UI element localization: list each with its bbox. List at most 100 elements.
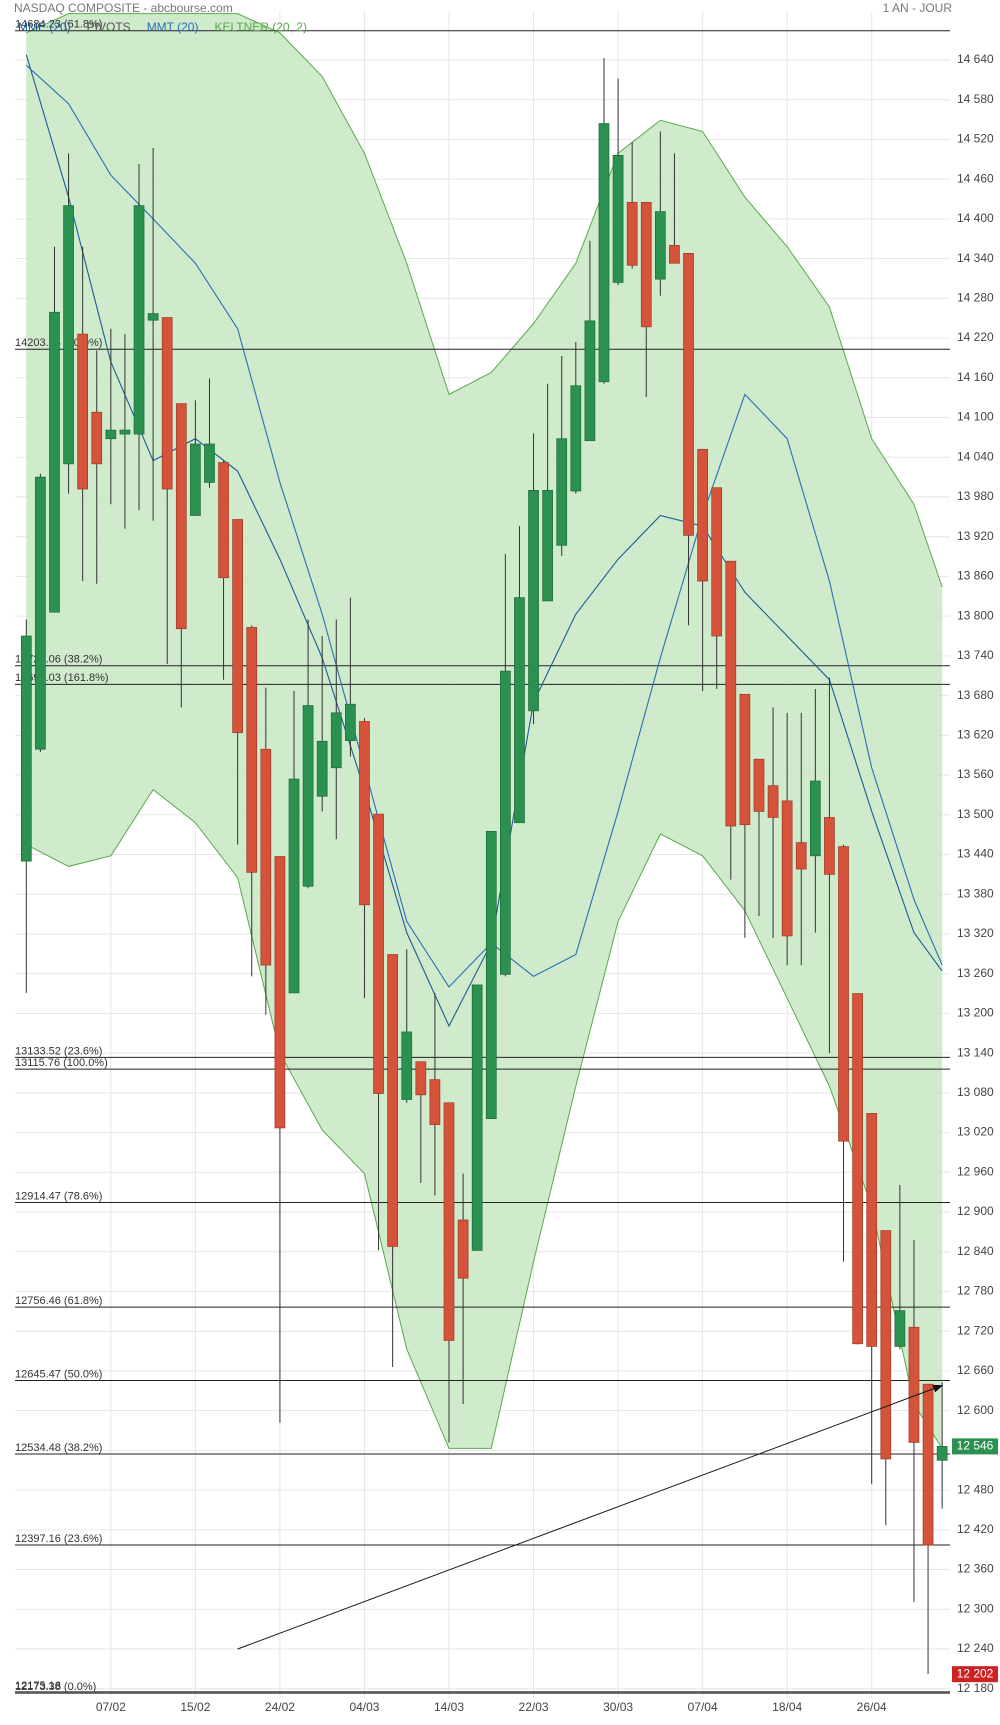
candle-body	[133, 205, 145, 435]
y-tick-label: 12 780	[957, 1284, 994, 1298]
y-tick-label: 12 900	[957, 1204, 994, 1218]
candle-body	[612, 154, 624, 283]
candle-body	[725, 560, 737, 827]
y-tick-label: 14 280	[957, 291, 994, 305]
y-tick-label: 13 140	[957, 1045, 994, 1059]
y-tick-label: 12 360	[957, 1562, 994, 1576]
y-tick-label: 13 620	[957, 727, 994, 741]
keltner-band	[26, 13, 943, 1449]
x-tick-label: 26/04	[857, 1700, 887, 1714]
y-tick-label: 14 460	[957, 171, 994, 185]
candle-body	[894, 1310, 906, 1347]
candle-body	[852, 993, 863, 1345]
candle-body	[373, 813, 384, 1094]
candle-body	[63, 205, 74, 465]
y-tick-label: 13 860	[957, 569, 994, 583]
pivot-label: 12645.47 (50.0%)	[15, 1368, 102, 1380]
candle-body	[147, 313, 159, 321]
y-tick-label: 13 260	[957, 966, 994, 980]
candle-body	[880, 1230, 892, 1460]
candle-body	[77, 333, 89, 490]
candle-body	[654, 211, 666, 280]
price-tag	[952, 1666, 998, 1683]
y-tick-label: 12 300	[957, 1601, 994, 1615]
y-tick-label: 13 560	[957, 767, 994, 781]
candle-body	[570, 385, 582, 492]
period: 1 AN - JOUR	[883, 1, 953, 15]
candle-body	[232, 519, 243, 734]
candle-body	[274, 856, 286, 1129]
y-tick-label: 14 640	[957, 52, 994, 66]
candle-body	[119, 429, 131, 435]
y-tick-label: 14 100	[957, 410, 994, 424]
y-tick-label: 12 960	[957, 1164, 994, 1178]
candle-body	[246, 627, 258, 873]
candle-body	[288, 778, 300, 994]
pivot-label: 13133.52 (23.6%)	[15, 1045, 102, 1057]
price-tag-label: 12 202	[957, 1666, 994, 1680]
pivot-label: 12914.47 (78.6%)	[15, 1190, 102, 1202]
y-tick-label: 13 200	[957, 1006, 994, 1020]
y-tick-label: 13 800	[957, 608, 994, 622]
legend-entry: KELTNER (20, 2)	[214, 20, 306, 34]
x-tick-label: 24/02	[265, 1700, 295, 1714]
x-tick-label: 04/03	[349, 1700, 379, 1714]
candle-body	[936, 1446, 948, 1461]
y-tick-label: 12 420	[957, 1522, 994, 1536]
candle-body	[20, 635, 32, 862]
candle-body	[683, 252, 694, 536]
y-tick-label: 13 440	[957, 847, 994, 861]
candle-body	[781, 800, 793, 937]
candle-body	[838, 846, 849, 1142]
y-tick-label: 14 580	[957, 92, 994, 106]
candle-body	[528, 490, 539, 712]
x-tick-label: 30/03	[603, 1700, 633, 1714]
y-tick-label: 13 980	[957, 489, 994, 503]
candle-body	[697, 448, 708, 582]
keltner-upper	[26, 13, 943, 588]
candle-body	[175, 403, 187, 630]
y-tick-label: 13 500	[957, 807, 994, 821]
trendline	[237, 1384, 944, 1650]
candle-body	[485, 830, 497, 1120]
candle-body	[359, 721, 370, 906]
candle-body	[795, 842, 807, 870]
pivot-label: 12175.16	[15, 1680, 61, 1692]
candle-body	[204, 443, 215, 483]
candle-body	[500, 670, 511, 975]
y-tick-label: 14 040	[957, 449, 994, 463]
x-tick-label: 22/03	[519, 1700, 549, 1714]
x-tick-label: 07/04	[688, 1700, 718, 1714]
legend-entry: MME (20)	[18, 20, 71, 34]
candle-body	[190, 443, 201, 516]
candle-body	[302, 705, 314, 887]
candle-body	[443, 1102, 455, 1341]
candle-body	[824, 817, 835, 875]
chart-title: NASDAQ COMPOSITE - abcbourse.com	[14, 1, 233, 15]
y-tick-label: 13 320	[957, 926, 994, 940]
candle-body	[640, 201, 652, 328]
candle-body	[669, 245, 680, 264]
pivot-label: 12173.38 (0.0%)	[15, 1681, 96, 1693]
plot: 12 180 12 240 12 300 12 360 12 420 12 480 12 5…	[15, 11, 998, 1714]
candle-body	[218, 462, 229, 579]
candle-body	[457, 1219, 469, 1279]
candle-body	[105, 429, 117, 440]
y-tick-label: 13 380	[957, 886, 994, 900]
candle-body	[711, 487, 723, 637]
candle-body	[866, 1113, 878, 1347]
x-tick-label: 14/03	[434, 1700, 464, 1714]
y-tick-label: 13 680	[957, 688, 994, 702]
candle-body	[161, 317, 173, 490]
y-tick-label: 14 520	[957, 132, 994, 146]
y-tick-label: 13 080	[957, 1085, 994, 1099]
y-tick-label: 13 740	[957, 648, 994, 662]
legend-entry: MMT (20)	[147, 20, 199, 34]
keltner-lower	[26, 788, 943, 1449]
candle-body	[387, 954, 398, 1247]
candle-body	[767, 785, 779, 818]
candle-body	[415, 1061, 427, 1096]
x-tick-label: 07/02	[96, 1700, 126, 1714]
candle-body	[330, 712, 342, 769]
candle-body	[316, 740, 328, 797]
